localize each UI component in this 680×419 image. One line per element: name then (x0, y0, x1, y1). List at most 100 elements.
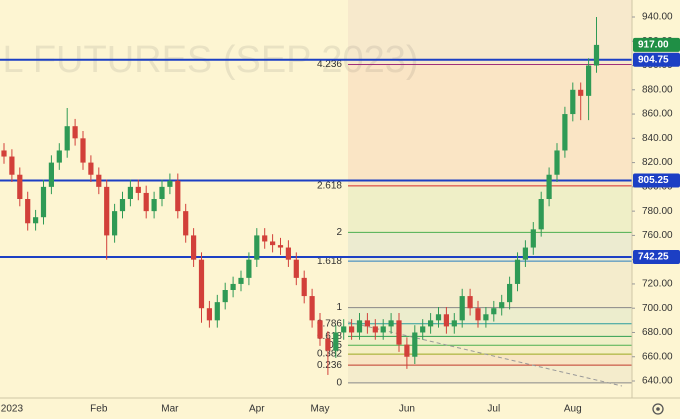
candle-body (206, 308, 212, 321)
candle-body (40, 186, 47, 218)
y-tick-label: 860.00 (642, 109, 673, 120)
candle-body (530, 229, 536, 248)
candle-body (198, 259, 205, 309)
candle-body (230, 283, 236, 291)
candle-body (1, 150, 7, 157)
price-tag (633, 52, 680, 67)
candle-body (372, 326, 378, 333)
candle-body (443, 314, 449, 327)
x-tick-label: May (311, 404, 330, 415)
candle-body (333, 332, 339, 351)
candle-body (459, 296, 465, 321)
y-tick-label: 660.00 (642, 351, 673, 362)
candle-body (428, 320, 434, 327)
candle-body (191, 235, 197, 260)
candle-body (467, 296, 473, 309)
candle-body (135, 186, 141, 193)
candle-body (183, 211, 189, 236)
price-tag (633, 173, 680, 188)
fib-label: 0 (336, 377, 342, 388)
fib-band (348, 323, 632, 337)
candle-body (412, 332, 418, 357)
candle-body (17, 174, 23, 199)
candle-body (514, 259, 521, 284)
candle-body (96, 174, 102, 187)
candle-body (475, 308, 481, 321)
candle-body (277, 245, 284, 248)
fib-band (348, 345, 632, 355)
candle-body (88, 162, 94, 175)
fib-label: 2 (336, 227, 342, 238)
candle-body (499, 302, 505, 309)
candle-body (127, 186, 133, 199)
price-tag-label: 917.00 (638, 40, 669, 51)
fib-band (348, 354, 632, 366)
candle-body (435, 314, 442, 321)
candle-body (25, 199, 31, 224)
fib-label: 0.382 (317, 349, 342, 360)
candle-body (238, 277, 244, 284)
fib-top-band (348, 0, 632, 65)
price-tag-label: 805.25 (638, 175, 669, 186)
fib-label: 0.236 (317, 360, 342, 371)
candle-body (593, 44, 600, 66)
candle-body (538, 199, 544, 230)
y-tick-label: 700.00 (642, 303, 673, 314)
candle-body (309, 296, 315, 321)
candle-body (64, 126, 70, 151)
candle-body (522, 247, 528, 260)
y-tick-label: 720.00 (642, 279, 673, 290)
y-tick-label: 760.00 (642, 230, 673, 241)
fib-label: 1.618 (317, 256, 342, 267)
candle-body (356, 320, 363, 333)
candle-body (341, 326, 347, 333)
y-tick-label: 880.00 (642, 84, 673, 95)
candle-body (159, 186, 165, 199)
candle-body (491, 308, 497, 315)
candle-body (112, 211, 118, 236)
fib-band (348, 307, 632, 324)
candle-body (380, 326, 386, 333)
candle-body (9, 156, 15, 175)
candle-body (119, 199, 126, 212)
candle-body (80, 138, 86, 163)
candle-body (246, 259, 252, 278)
x-tick-label: Apr (249, 404, 265, 415)
price-tag (633, 249, 680, 264)
y-tick-label: 780.00 (642, 206, 673, 217)
x-tick-label: Mar (161, 404, 179, 415)
fib-band (348, 261, 632, 308)
fib-band (348, 365, 632, 383)
candle-body (554, 150, 560, 175)
candle-body (33, 217, 39, 224)
candle-body (254, 235, 260, 260)
x-tick-label: Jul (487, 404, 500, 415)
candle-body (48, 162, 54, 187)
candle-body (325, 338, 331, 351)
candle-body (301, 277, 307, 297)
candle-body (143, 192, 149, 212)
fib-label: 1 (336, 302, 342, 313)
settings-icon[interactable] (652, 403, 664, 415)
candle-body (214, 302, 220, 321)
price-tag-label: 904.75 (638, 54, 669, 65)
x-tick-label: Feb (90, 404, 108, 415)
trend-line (347, 321, 623, 387)
candle-body (293, 259, 299, 278)
y-tick-label: 680.00 (642, 327, 673, 338)
x-tick-label: Aug (564, 404, 582, 415)
fib-label: 2.618 (317, 181, 342, 192)
candle-body (570, 89, 576, 115)
candle-body (104, 186, 110, 236)
y-tick-label: 840.00 (642, 133, 673, 144)
candle-body (420, 326, 426, 333)
candle-body (404, 344, 410, 357)
candle-body (562, 114, 568, 151)
fib-label: 0.618 (317, 331, 342, 342)
y-tick-label: 940.00 (642, 12, 673, 23)
fib-band (348, 336, 632, 346)
candle-body (262, 235, 268, 242)
candle-body (349, 326, 355, 333)
candle-body (222, 290, 228, 303)
